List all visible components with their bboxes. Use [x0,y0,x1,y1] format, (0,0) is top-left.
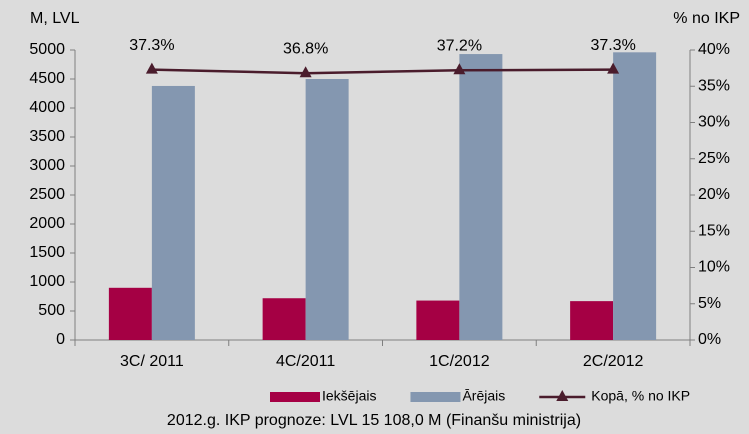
y2-tick-label: 15% [698,222,730,239]
y-tick-label: 4500 [29,70,65,87]
line-marker [299,66,312,78]
bar [613,52,657,340]
y-tick-label: 3000 [29,157,65,174]
y-tick-label: 4000 [29,99,65,116]
footnote: 2012.g. IKP prognoze: LVL 15 108,0 M (Fi… [167,412,581,429]
line-marker [453,63,466,75]
legend-label: Kopā, % no IKP [591,388,690,404]
y-tick-label: 3500 [29,128,65,145]
bar [416,300,460,340]
y2-tick-label: 40% [698,41,730,58]
y2-tick-label: 10% [698,259,730,276]
x-tick-label: 3C/ 2011 [120,353,184,370]
y2-tick-label: 5% [698,295,721,312]
bar [108,287,152,340]
y-axis-title: M, LVL [30,10,80,27]
line-marker [607,62,620,74]
bar [151,85,195,341]
data-label: 37.2% [437,38,482,55]
line-series [151,68,614,75]
bar [262,298,306,340]
data-label: 36.8% [283,40,328,57]
y2-tick-label: 25% [698,150,730,167]
y2-tick-label: 35% [698,77,730,94]
legend-swatch [410,392,461,402]
data-label: 37.3% [590,37,635,54]
legend-label: Ārējais [462,388,505,404]
x-tick-label: 2C/2012 [583,353,644,370]
y-tick-label: 2500 [29,186,65,203]
line-marker [145,62,158,74]
y-tick-label: 500 [38,302,65,319]
x-tick-label: 4C/2011 [276,353,335,370]
y-tick-label: 1000 [29,273,65,290]
bar [459,54,503,341]
bar [305,79,349,340]
y-tick-label: 2000 [29,215,65,232]
y2-tick-label: 0% [698,331,721,348]
legend-label: Iekšējais [322,388,376,404]
bar [570,301,614,340]
legend-swatch [270,392,320,402]
x-tick-label: 1C/2012 [429,353,490,370]
legend-marker [556,390,569,401]
y2-tick-label: 30% [698,114,730,131]
y2-axis-title: % no IKP [673,10,740,27]
y-tick-label: 5000 [29,41,65,58]
data-label: 37.3% [129,37,174,54]
y-tick-label: 0 [56,331,65,348]
y-tick-label: 1500 [29,244,65,261]
y2-tick-label: 20% [698,186,730,203]
